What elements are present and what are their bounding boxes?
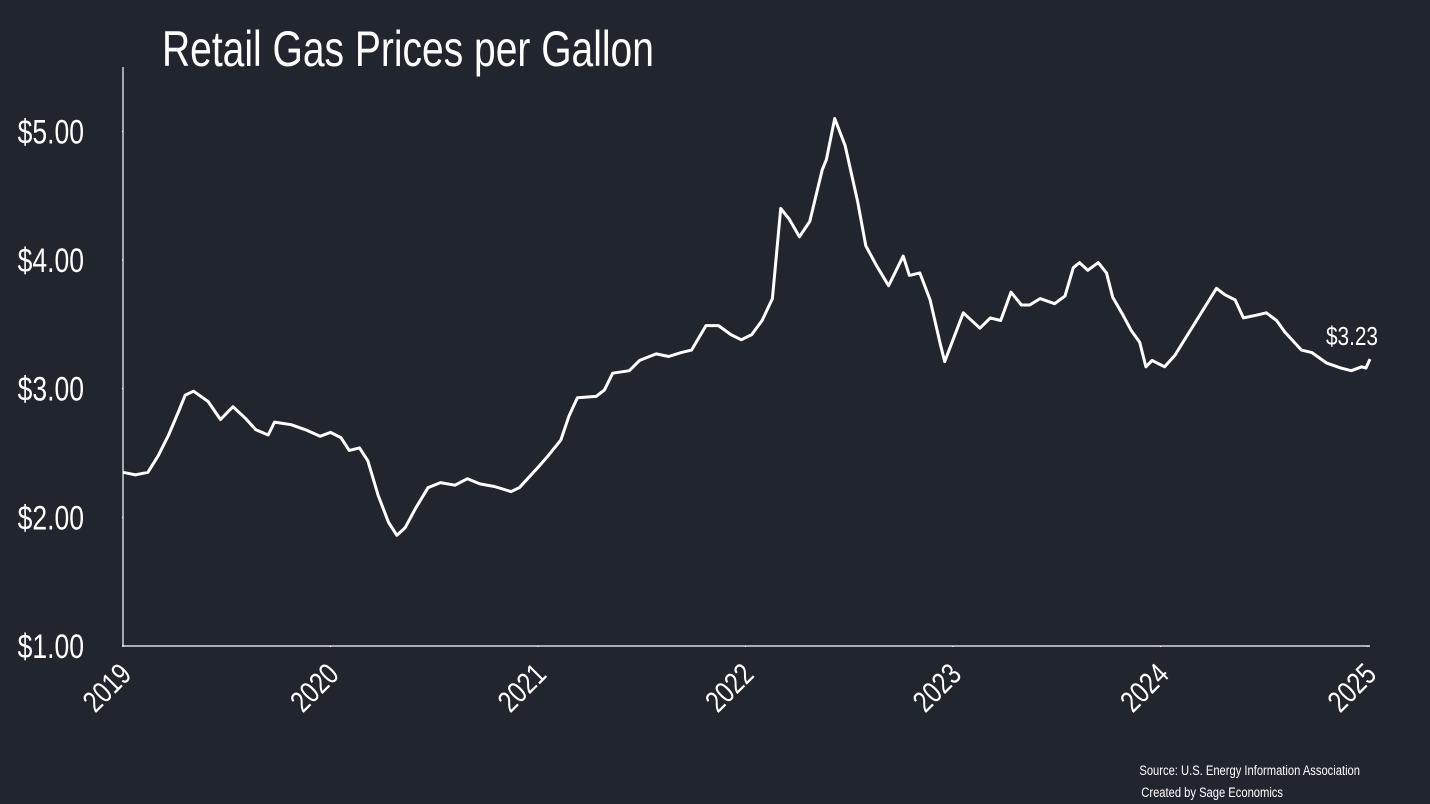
value-label: $3.23 (1326, 322, 1378, 351)
y-tick-label: $3.00 (18, 371, 84, 409)
source-note: Source: U.S. Energy Information Associat… (1139, 763, 1360, 778)
y-tick-label: $4.00 (18, 242, 84, 280)
price-line (122, 117, 1372, 537)
y-tick-label: $5.00 (18, 113, 84, 151)
credit-note: Created by Sage Economics (1141, 785, 1283, 800)
y-tick-label: $1.00 (18, 628, 84, 666)
y-tick-label: $2.00 (18, 499, 84, 537)
chart-title: Retail Gas Prices per Gallon (162, 20, 654, 77)
